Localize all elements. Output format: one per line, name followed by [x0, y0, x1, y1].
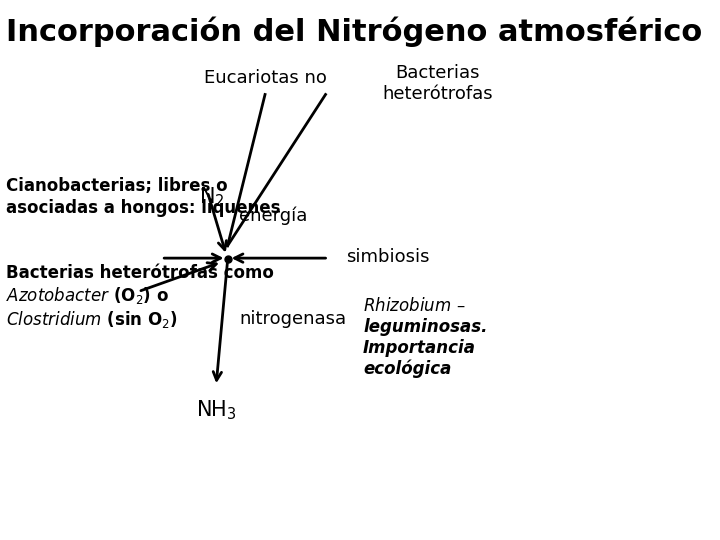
- Text: Bacterias
heterótrofas: Bacterias heterótrofas: [382, 64, 493, 103]
- Text: Eucariotas no: Eucariotas no: [204, 69, 326, 87]
- Text: NH$_3$: NH$_3$: [196, 399, 236, 422]
- Text: Cianobacterias; libres o
asociadas a hongos: líquenes: Cianobacterias; libres o asociadas a hon…: [6, 178, 280, 217]
- Text: $Rhizobium$ –
leguminosas.
Importancia
ecológica: $Rhizobium$ – leguminosas. Importancia e…: [363, 297, 487, 378]
- Text: nitrogenasa: nitrogenasa: [239, 309, 346, 328]
- Text: simbiosis: simbiosis: [346, 247, 429, 266]
- Text: Incorporación del Nitrógeno atmosférico: Incorporación del Nitrógeno atmosférico: [6, 16, 702, 46]
- Text: energía: energía: [239, 207, 307, 225]
- Text: Bacterias heterótrofas como
$Azotobacter$ (O$_2$) o
$Clostridium$ (sin O$_2$): Bacterias heterótrofas como $Azotobacter…: [6, 264, 274, 330]
- Text: N$_2$: N$_2$: [199, 185, 225, 209]
